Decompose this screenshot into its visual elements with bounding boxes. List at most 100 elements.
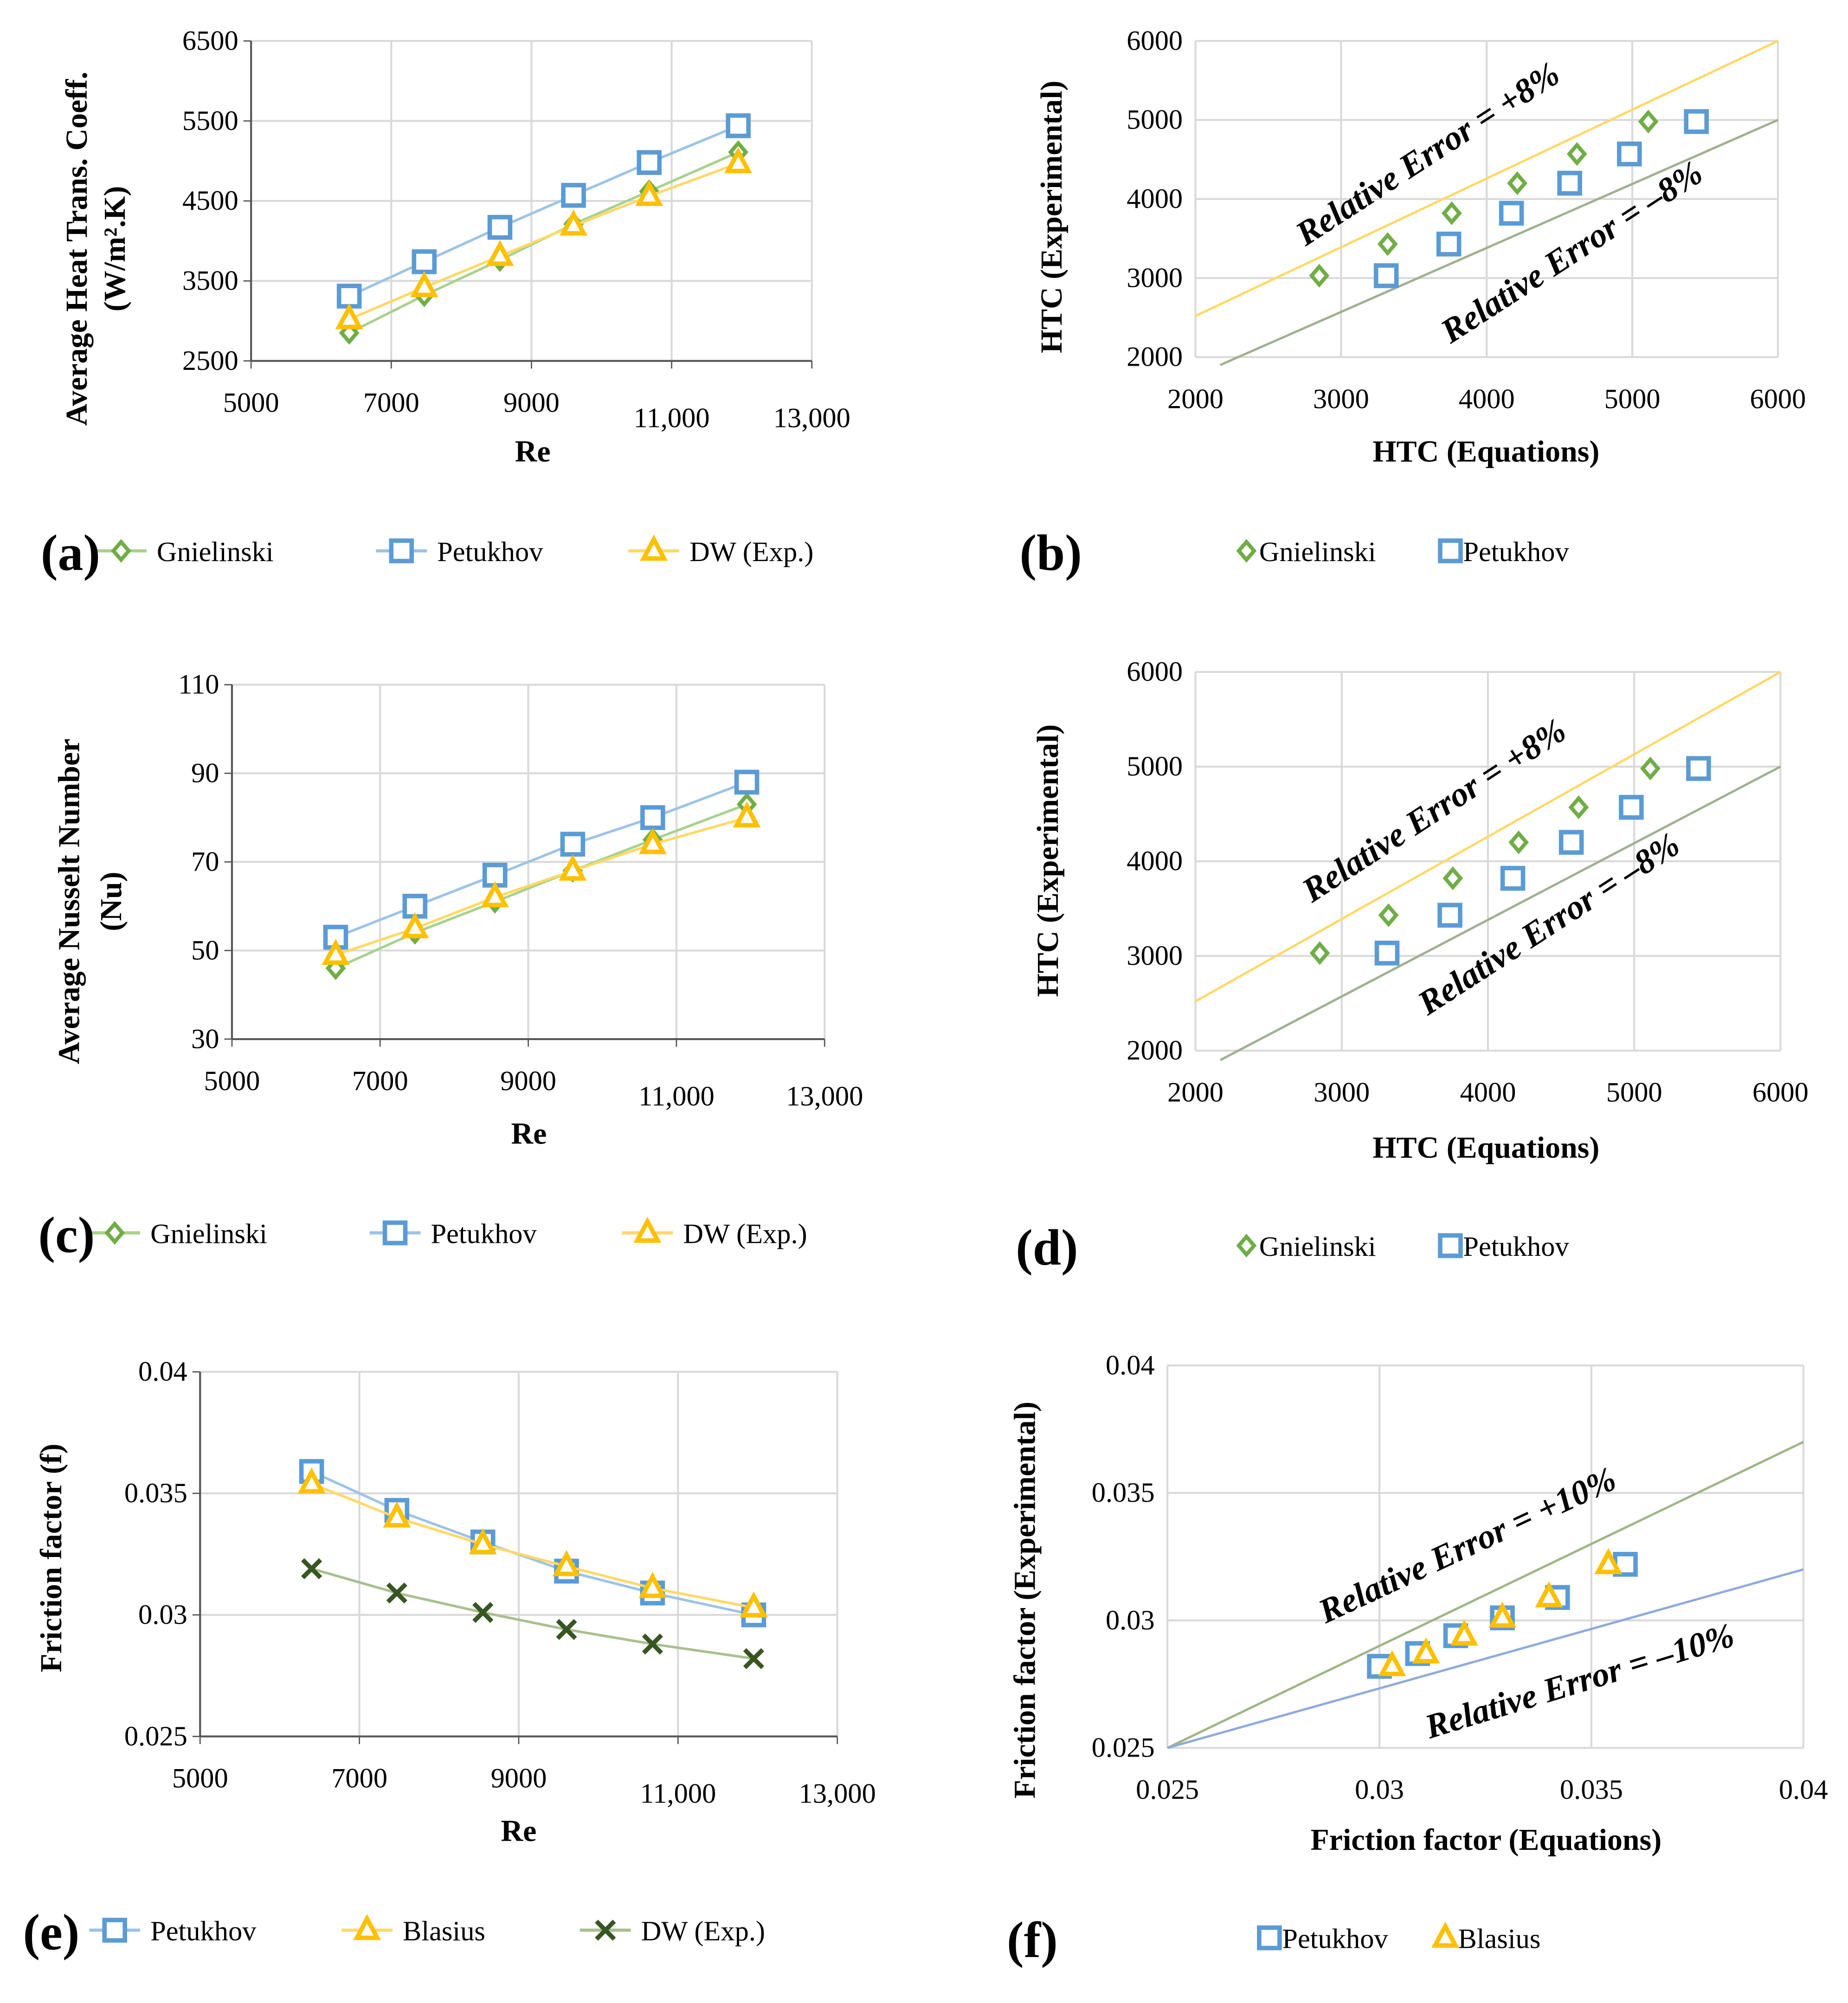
y-tick-label: 2000: [1127, 1035, 1183, 1066]
series-line: [348, 124, 739, 297]
legend-label: Gnielinski: [157, 536, 274, 568]
data-point: [323, 924, 348, 950]
y-axis-label: Friction factor (f): [34, 1444, 68, 1673]
x-tick-label: 9000: [500, 1066, 556, 1097]
relative-error-annotation: Relative Error = +10%: [1313, 1460, 1622, 1631]
data-point: [733, 801, 761, 828]
legend-label: Gnielinski: [1259, 1231, 1376, 1262]
x-axis-label: Re: [511, 1117, 547, 1150]
data-point: [559, 854, 587, 881]
panel-label: (f): [1007, 1912, 1058, 1968]
data-point: [1500, 866, 1526, 891]
series-line: [335, 803, 747, 969]
legend-label: Gnielinski: [1259, 536, 1376, 568]
legend-marker-diamond-icon: [111, 539, 131, 563]
y-axis-label: (Nu): [94, 872, 128, 931]
chart-panel-e: 5000 7000 9000 11,000 13,000 0.025 0.03 0.035 0.…: [23, 1356, 876, 1960]
legend-label: DW (Exp.): [689, 536, 813, 568]
x-tick-label: 7000: [352, 1066, 408, 1097]
data-point: [1619, 795, 1644, 820]
data-point: [640, 805, 665, 830]
reference-line: [1195, 671, 1781, 1002]
legend-marker-x-icon: [595, 1919, 616, 1941]
data-point: [1437, 903, 1462, 928]
data-point: [637, 150, 662, 175]
y-tick-label: 3500: [182, 265, 238, 297]
chart-panel-c: 5000 7000 9000 11,000 13,000 30 50 70 90 110 Re Ave…: [38, 669, 863, 1263]
x-tick-label: 5000: [204, 1066, 260, 1097]
data-point: [1617, 141, 1642, 167]
data-point: [481, 881, 509, 907]
data-point: [1442, 866, 1463, 891]
data-point: [1488, 1602, 1517, 1628]
legend-marker-triangle-icon: [353, 1914, 381, 1940]
chart-panel-b: 2000 3000 4000 5000 6000 2000 3000 4000 5000 6000…: [1020, 25, 1806, 581]
data-point: [297, 1467, 326, 1494]
x-tick-label: 11,000: [638, 1081, 715, 1112]
data-point: [1374, 940, 1400, 966]
y-tick-label: 0.035: [1092, 1477, 1155, 1508]
data-point: [1566, 142, 1587, 166]
legend: Petukhov Blasius DW (Exp.): [89, 1914, 765, 1947]
series-blasius: [1378, 1548, 1623, 1676]
y-tick-label: 5500: [182, 105, 238, 136]
series-gnielinski: [1309, 110, 1659, 288]
series-petukhov: [1373, 109, 1709, 288]
data-point: [386, 1582, 407, 1604]
data-point: [726, 113, 751, 138]
x-tick-label: 9000: [491, 1763, 547, 1794]
x-axis-label: Re: [501, 1814, 537, 1848]
data-point: [487, 215, 513, 240]
series-line: [348, 151, 739, 334]
data-point: [322, 938, 350, 965]
legend-marker-square-icon: [1438, 1233, 1463, 1258]
legend-marker-square-icon: [1438, 538, 1463, 563]
data-point: [1594, 1548, 1623, 1575]
data-point: [1568, 795, 1589, 820]
legend-marker-triangle-icon: [633, 1216, 662, 1243]
data-point: [1638, 110, 1659, 134]
series-dw-exp-: [301, 1558, 765, 1669]
legend-marker-diamond-icon: [1236, 1234, 1257, 1258]
data-point: [335, 303, 363, 330]
chart-panel-a: 5000 7000 9000 11,000 13,000 2500 3500 4500 5500…: [41, 25, 850, 581]
y-axis-label: Average Heat Trans. Coeff.: [60, 71, 94, 426]
y-tick-label: 0.025: [1092, 1732, 1155, 1764]
legend-marker-square-icon: [389, 538, 414, 563]
y-tick-label: 5000: [1127, 104, 1183, 136]
series-line: [311, 1567, 754, 1660]
series-petukhov: [1374, 756, 1711, 966]
y-tick-label: 4000: [1127, 846, 1183, 877]
data-point: [734, 769, 760, 795]
series-line: [335, 781, 747, 939]
y-tick-label: 2500: [182, 345, 238, 376]
data-point: [560, 209, 588, 236]
data-point: [642, 1633, 663, 1655]
x-tick-label: 0.035: [1560, 1774, 1623, 1805]
data-point: [1309, 941, 1330, 965]
y-axis-label: (W/m².K): [98, 186, 132, 312]
y-tick-label: 0.035: [124, 1478, 187, 1509]
data-point: [553, 1550, 580, 1577]
reference-line: [1167, 1568, 1804, 1749]
data-point: [401, 912, 429, 938]
x-tick-label: 2000: [1167, 383, 1223, 414]
y-tick-label: 90: [191, 758, 219, 789]
y-tick-label: 4500: [182, 185, 238, 216]
x-axis-label: HTC (Equations): [1372, 435, 1599, 469]
data-point: [743, 1648, 765, 1669]
reference-line: [1167, 1441, 1804, 1749]
series-dw-exp-: [335, 147, 753, 330]
y-tick-label: 50: [191, 935, 219, 966]
relative-error-annotation: Relative Error = +8%: [1295, 711, 1572, 910]
legend: Gnielinski Petukhov: [1236, 1231, 1569, 1262]
y-tick-label: 70: [191, 846, 219, 877]
y-tick-label: 0.04: [138, 1356, 187, 1387]
x-axis-label: Friction factor (Equations): [1311, 1823, 1662, 1857]
data-point: [469, 1528, 497, 1555]
series-petukhov: [299, 1459, 766, 1628]
series-gnielinski: [1309, 756, 1661, 965]
y-tick-label: 6500: [182, 25, 238, 56]
data-point: [1558, 830, 1584, 855]
y-axis-label: HTC (Experimental): [1035, 80, 1069, 353]
